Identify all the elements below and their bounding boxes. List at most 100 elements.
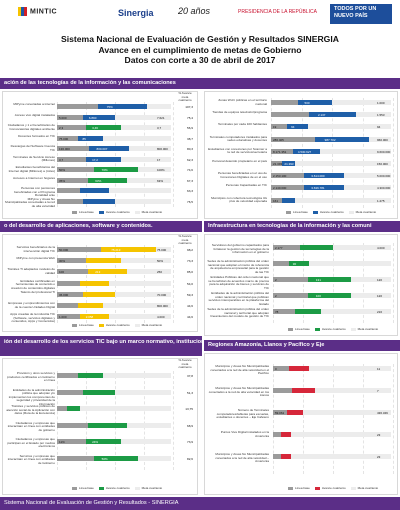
gridline [273,243,274,323]
percent-value: 75,4 [186,115,193,120]
bar-value: 131 [315,278,321,282]
legend-swatch [348,210,354,214]
meta-value: 250 [157,270,163,275]
percent-value: 68,9 [186,423,193,428]
gridline [273,364,274,474]
bar-value: 213 [95,270,101,275]
gridline [173,371,174,470]
indicator-label: Personas con pensiones beneficiadas con … [14,187,55,198]
meta-value: 23 [377,433,381,437]
bar-value: 800.007 [96,147,108,151]
percent-value: 51,3 [186,390,193,395]
gridline [144,371,145,470]
meta-bar [57,373,171,378]
base-bar [57,455,94,461]
percent-value: 73,3 [186,259,193,264]
base-bar [57,439,86,444]
progress-bar [294,309,321,314]
indicator-label: Municipios con cobertura tecnológica 4G … [211,196,267,204]
percent-value: 73,9 [186,440,193,444]
legend-label: Línea base [295,486,310,490]
base-bar [57,303,78,308]
base-bar [271,173,304,179]
indicator-label: Ciudadanos y empresas que interactúan en… [7,421,55,432]
base-bar [271,161,282,166]
progress-bar [289,261,309,266]
base-bar [57,156,86,162]
meta-value: 9.600.000 [377,149,391,154]
base-bar [57,247,102,252]
indicator-label: Zonas Wi-Fi públicas en el territorio na… [218,99,267,106]
legend-swatch [314,486,320,490]
gridline [173,102,174,207]
indicator-label: Empresas y emprendimientos con de la cue… [8,302,55,309]
meta-value: 7.621 [157,115,165,120]
gridline [363,364,364,474]
gridline [115,102,116,207]
progress-bar [80,188,110,193]
bar-value: 94 [291,125,295,130]
base-value: 2 [275,294,277,298]
indicator-label: Terminales computadores instalados para … [209,135,267,143]
legend-label: Meta cuatrienio [141,486,163,490]
gridline [303,243,304,323]
legend-label: Línea base [79,210,94,214]
base-value: 59.061 [275,411,285,415]
gridline [57,102,58,207]
meta-value: 75.000 [157,248,167,252]
indicator-label: Descargas del Software Cuenca TIC [10,145,55,152]
progress-bar [80,314,110,320]
panel-tic-chart: % Avance meta cuatrienio MiPyme conectada… [2,91,198,219]
bar-value: 2.137 [317,113,326,118]
legend-swatch [134,486,140,490]
meta-value: 3,7 [157,126,162,130]
progress-bar [97,104,148,109]
indicator-label: Entidades de la administración pública q… [8,388,55,406]
meta-value: 436.349 [377,411,388,415]
legend-label: Meta cuatrienio [355,210,377,214]
gridline [363,243,364,323]
meta-value: 1.000 [377,101,385,105]
title-line-1: Sistema Nacional de Evaluación de Gestió… [61,34,339,44]
indicator-label: Servidores del gobierno capacitados para… [211,244,269,255]
bar-value: 85 [82,136,86,141]
meta-value: 70.000 [157,292,167,297]
progress-bar [88,177,127,183]
percent-value: 74,6 [186,168,193,172]
percent-value: 59,3 [186,292,193,297]
base-value: 2.140.000 [273,186,287,191]
chart-legend: Línea base Avance cuatrienio Meta cuatrien… [67,486,162,490]
panel-services-chart: % Avance meta cuatrienio Provisión y otro… [2,358,198,495]
meta-bar [273,432,391,437]
legend-swatch [72,210,77,214]
bar-value: 500 [304,101,310,105]
base-value: 8.171.351 [273,149,287,154]
progress-bar [300,245,333,250]
base-bar [57,125,86,130]
progress-bar [286,410,303,415]
meta-value: 7 [377,389,379,393]
meta-bar [57,406,171,411]
legend-label: Avance cuatrienio [321,486,346,490]
indicator-label: Ciudadanos y 1 el beneficiarios de Convo… [7,124,55,131]
meta-value: 94 [377,125,381,130]
chart-legend: Línea base Avance cuatrienio Meta cuatrien… [67,210,162,214]
panel-regions-chart: Municipios y Áreas No Municipalizadas co… [204,353,398,495]
legend-label: Línea base [293,210,308,214]
base-value: 11% [59,440,65,444]
base-bar [57,177,89,183]
meta-value: 4.300.000 [377,186,391,191]
percent-value: 80,3 [186,147,193,151]
progress-bar [83,114,115,120]
base-value: 50.000 [59,248,69,252]
bar-value: 50% [101,456,108,461]
meta-value: 120 [377,294,383,298]
legend-label: Línea base [79,323,94,327]
legend-label: Meta cuatrienio [141,323,163,327]
progress-bar [101,247,156,252]
indicator-label: Terminales de Servicio Acceso (Millones) [13,155,55,163]
indicator-label: Puntos Vive Digital instalados en la Ama… [220,431,269,438]
bar-value: 30 [292,262,297,266]
indicator-label: Entidades certificadas en herramientas d… [10,279,55,290]
base-value: 2,3 [59,126,64,130]
